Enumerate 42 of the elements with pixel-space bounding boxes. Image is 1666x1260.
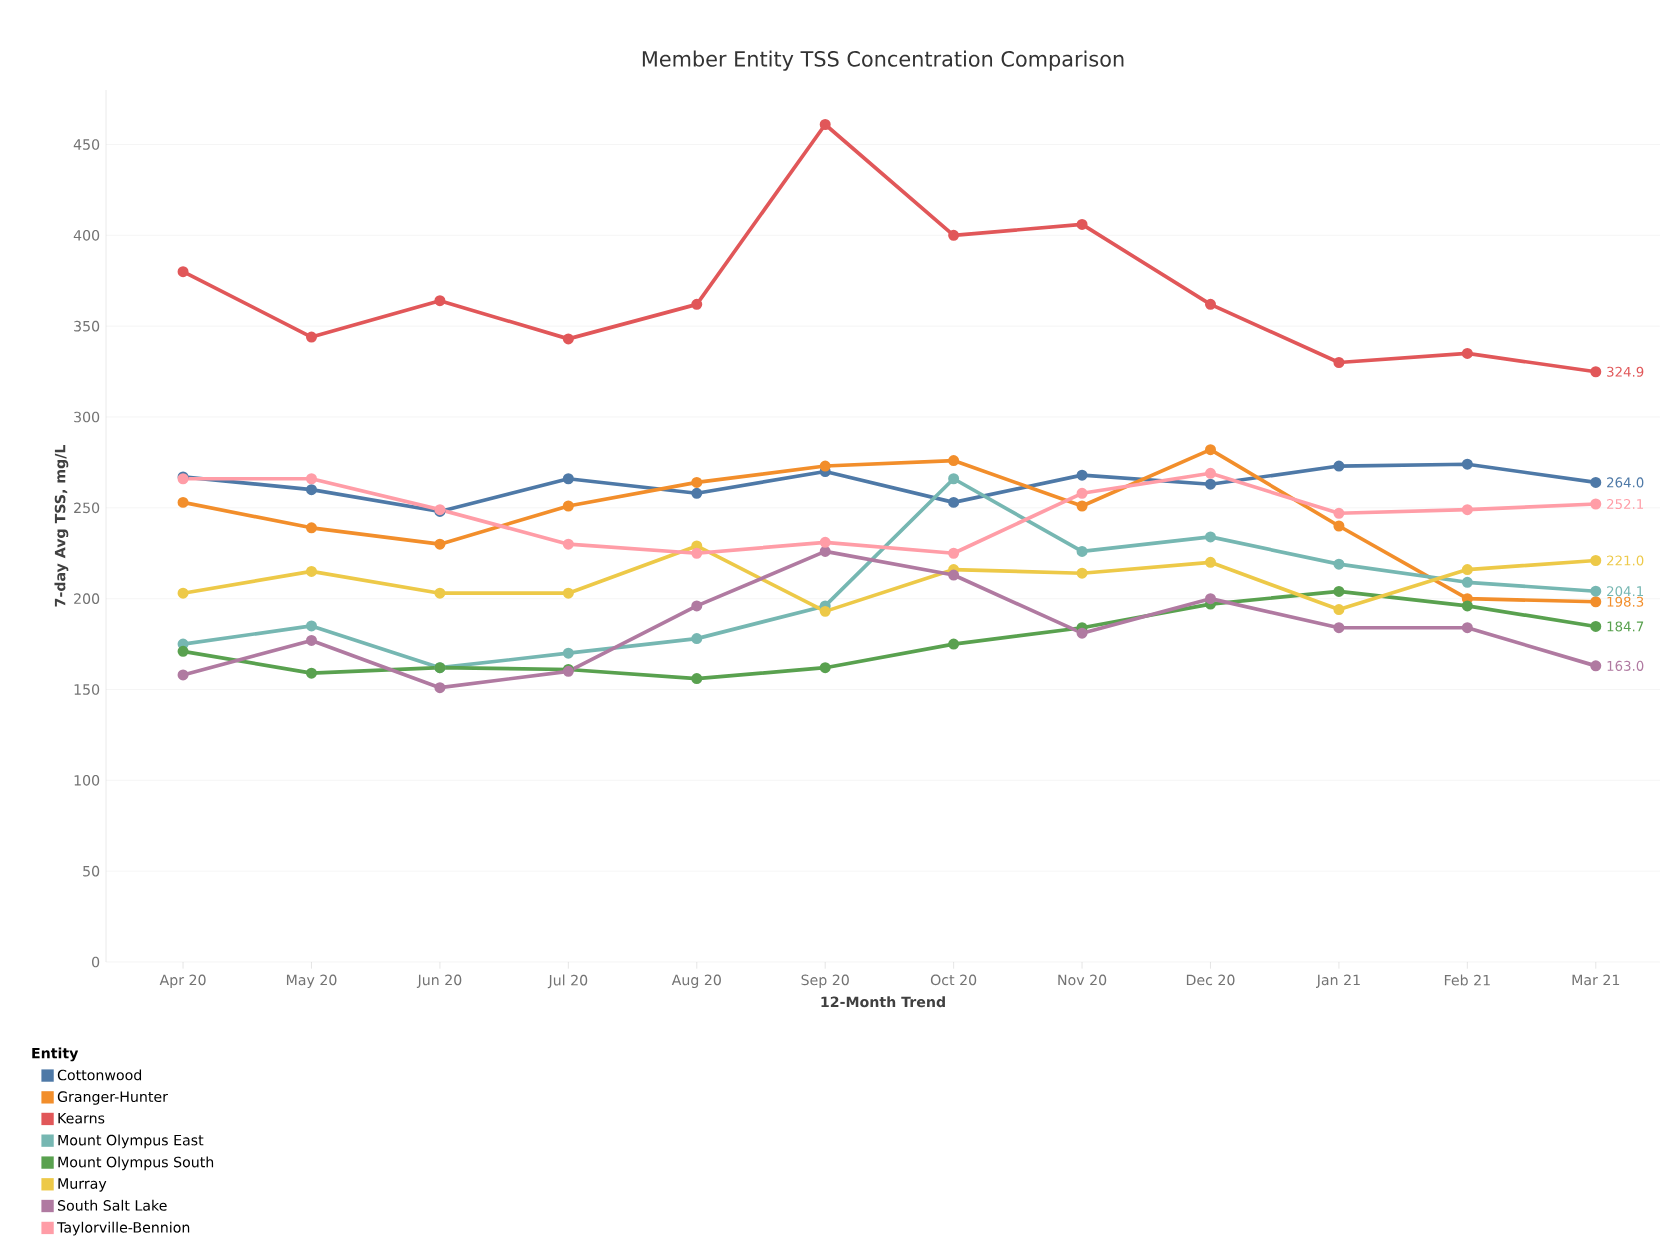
data-label: 221.0 <box>1607 555 1644 566</box>
legend-label: Mount Olympus South <box>58 1156 214 1171</box>
data-label: 204.1 <box>1607 586 1644 597</box>
y-tick-label: 200 <box>74 593 100 605</box>
y-tick-label: 150 <box>74 684 100 695</box>
legend-label: Mount Olympus East <box>58 1134 204 1149</box>
legend-label: Taylorville-Bennion <box>57 1221 190 1236</box>
x-axis-title: 12-Month Trend <box>821 996 945 1008</box>
x-tick-label: Apr 20 <box>159 974 206 989</box>
x-tick-label: Mar 21 <box>1572 974 1620 986</box>
legend-label: Cottonwood <box>57 1069 142 1081</box>
x-tick-label: Jun 20 <box>416 974 462 988</box>
x-tick-label: Nov 20 <box>1058 974 1107 986</box>
x-tick-label: Sep 20 <box>801 974 849 989</box>
y-tick-label: 350 <box>74 320 100 332</box>
data-label: 163.0 <box>1607 660 1644 671</box>
legend-label: South Salt Lake <box>58 1199 167 1211</box>
y-tick-label: 450 <box>73 139 100 150</box>
data-label: 184.7 <box>1607 621 1644 632</box>
y-tick-label: 250 <box>74 502 100 514</box>
x-tick-label: Jul 20 <box>547 974 588 989</box>
legend-label: Kearns <box>58 1113 105 1124</box>
x-tick-label: Dec 20 <box>1186 974 1235 986</box>
legend-label: Granger-Hunter <box>57 1091 168 1105</box>
data-label: 198.3 <box>1607 596 1644 607</box>
data-label: 264.0 <box>1607 477 1644 488</box>
chart-title: Member Entity TSS Concentration Comparison <box>642 50 1124 71</box>
y-tick-label: 300 <box>74 411 100 423</box>
x-tick-label: May 20 <box>286 974 337 989</box>
y-tick-label: 100 <box>74 774 100 786</box>
x-tick-label: Aug 20 <box>671 974 721 989</box>
y-tick-label: 50 <box>83 865 100 877</box>
y-tick-label: 0 <box>92 956 100 968</box>
legend-title: Entity <box>32 1047 79 1062</box>
legend-label: Murray <box>58 1178 107 1192</box>
x-tick-label: Feb 21 <box>1444 974 1490 986</box>
y-tick-label: 400 <box>73 229 100 241</box>
x-tick-label: Oct 20 <box>930 974 977 986</box>
data-label: 252.1 <box>1607 498 1644 510</box>
x-tick-label: Jan 21 <box>1316 974 1360 988</box>
data-label: 324.9 <box>1607 366 1644 377</box>
y-axis-title: 7-day Avg TSS, mg/L <box>54 444 69 607</box>
